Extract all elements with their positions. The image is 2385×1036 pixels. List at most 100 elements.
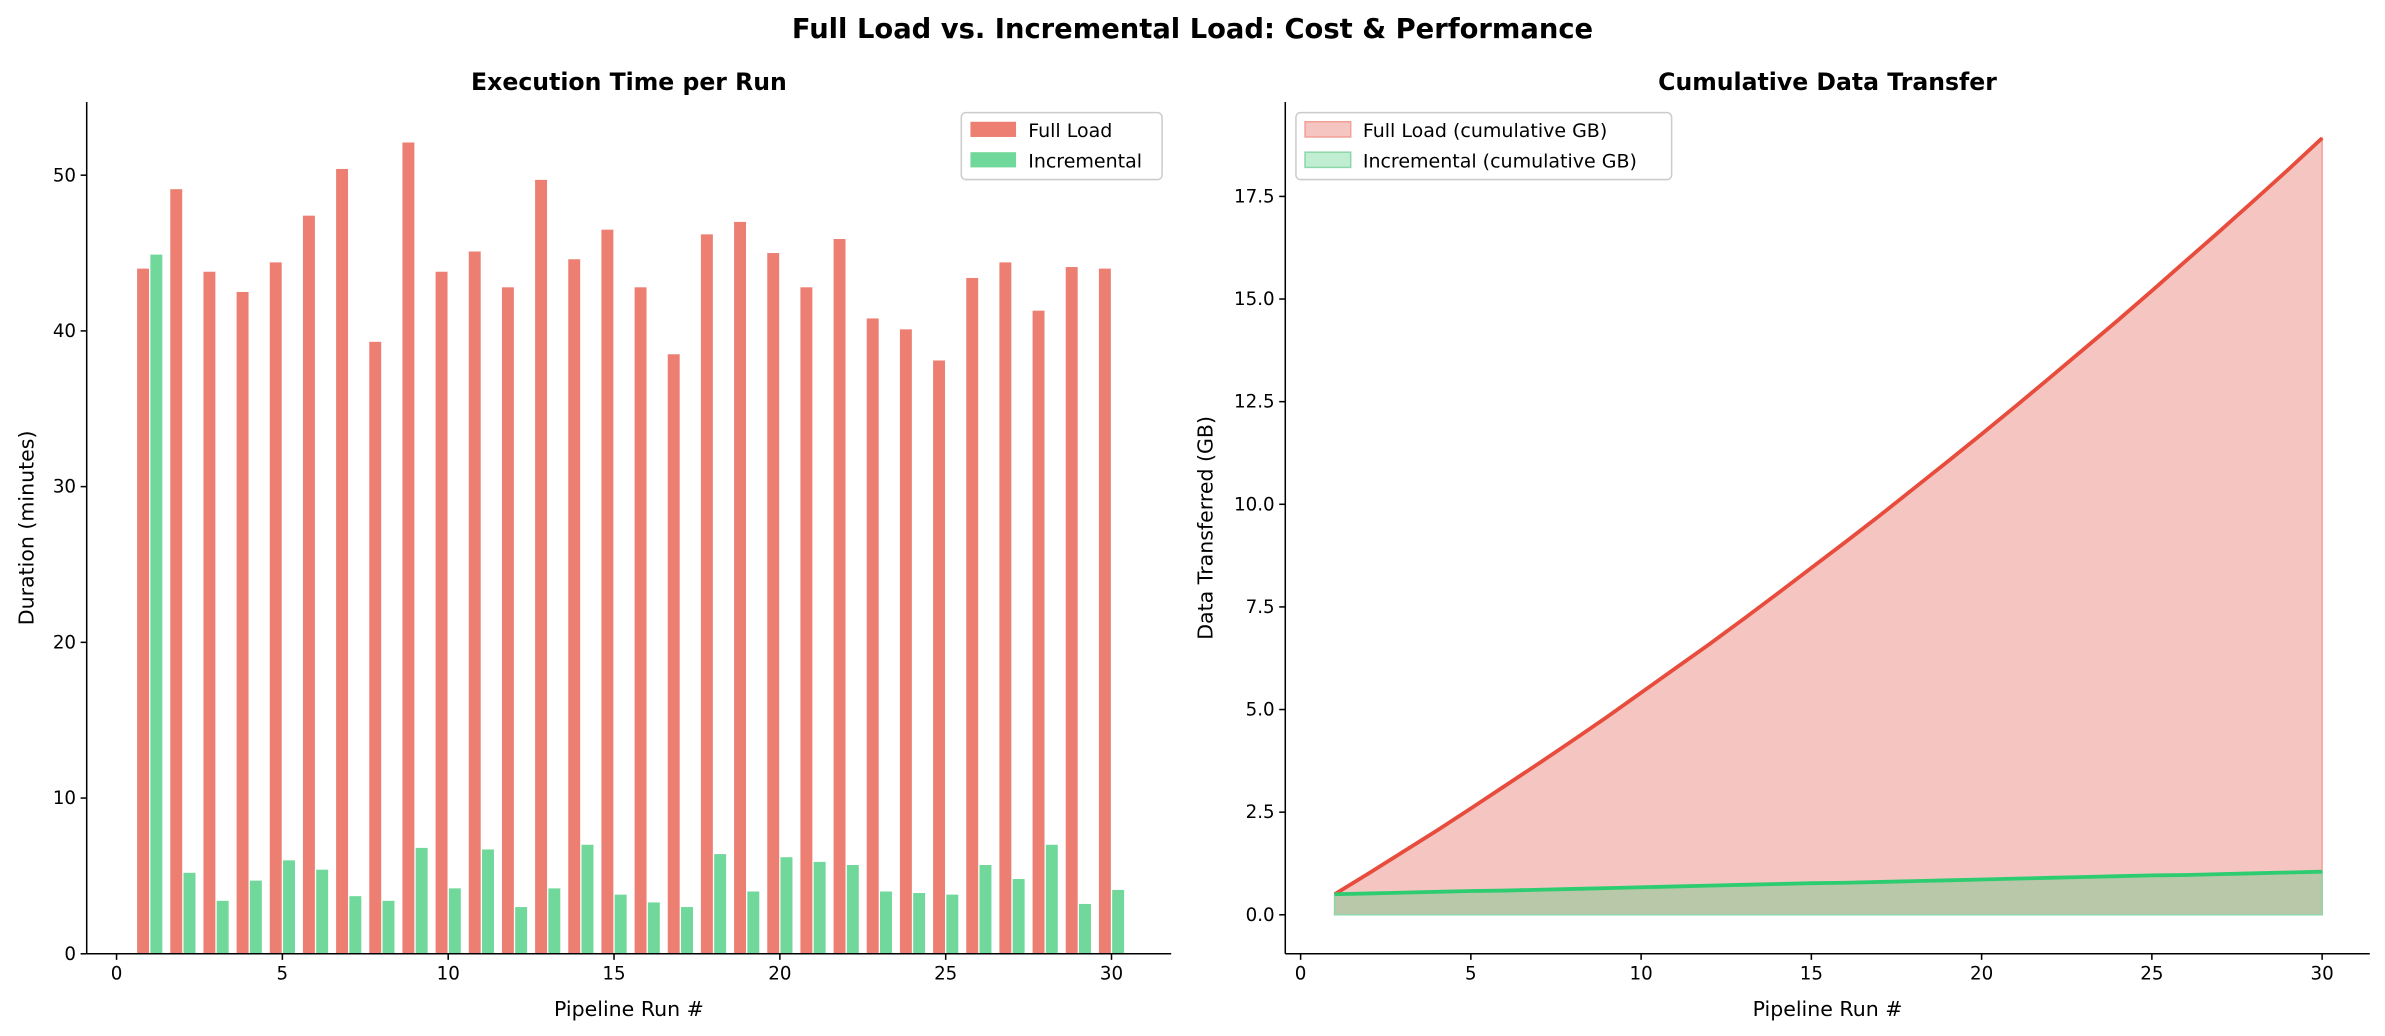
- bar-full: [336, 168, 349, 954]
- y-axis-label: Data Transferred (GB): [1193, 416, 1217, 640]
- bar-incremental: [614, 894, 627, 954]
- bar-incremental: [979, 865, 992, 954]
- x-axis-label: Pipeline Run #: [554, 997, 704, 1021]
- legend: Full Load Incremental: [960, 111, 1163, 181]
- bar-incremental: [482, 849, 494, 954]
- legend-swatch-0: [1304, 121, 1352, 138]
- bar-incremental: [846, 865, 859, 954]
- bar-incremental: [415, 847, 428, 954]
- bar-incremental: [681, 907, 693, 954]
- y-tick-label: 15.0: [1234, 289, 1275, 310]
- bar-incremental: [1079, 903, 1091, 954]
- bar-full: [800, 287, 813, 954]
- x-tick-label: 10: [1629, 964, 1652, 985]
- bar-incremental: [216, 900, 229, 954]
- bar-incremental: [913, 893, 926, 954]
- x-tick-label: 15: [1800, 964, 1823, 985]
- bar-full: [236, 291, 249, 954]
- x-tick-label: 20: [1970, 964, 1993, 985]
- bar-incremental: [316, 869, 329, 954]
- bar-full: [1065, 267, 1078, 954]
- bar-incremental: [780, 857, 793, 954]
- bar-full: [899, 329, 912, 954]
- bar-incremental: [515, 907, 528, 954]
- cumulative-transfer-chart: 0 5 10 15 20 25 30 0.0 2.5 5.0 7.5 10.0 12.5 15.0 17.5…: [1193, 68, 2370, 1021]
- bar-incremental: [183, 872, 196, 954]
- bar-incremental: [647, 902, 660, 954]
- bar-incremental: [1012, 879, 1025, 954]
- bar-full: [501, 287, 514, 954]
- x-tick-label: 30: [2311, 964, 2334, 985]
- x-tick-label: 5: [1465, 964, 1477, 985]
- bar-full: [634, 287, 647, 954]
- bar-full: [833, 239, 846, 954]
- bar-incremental: [946, 894, 959, 954]
- bar-full: [1032, 310, 1045, 954]
- figure-title: Full Load vs. Incremental Load: Cost & P…: [792, 14, 1593, 45]
- legend: Full Load (cumulative GB) Incremental (cu…: [1295, 111, 1673, 181]
- y-tick-label: 10: [53, 788, 76, 809]
- bar-full: [966, 277, 979, 954]
- bar-incremental: [747, 891, 760, 954]
- bar-incremental: [150, 254, 163, 954]
- legend-swatch-0: [970, 121, 1017, 137]
- bar-incremental: [880, 891, 892, 954]
- bar-full: [667, 354, 680, 954]
- x-axis-label: Pipeline Run #: [1753, 997, 1903, 1021]
- bar-full: [999, 262, 1012, 954]
- bar-incremental: [813, 861, 826, 954]
- legend-swatch-1: [970, 152, 1017, 168]
- y-tick-label: 40: [53, 321, 76, 342]
- y-tick-label: 17.5: [1234, 186, 1275, 207]
- bar-incremental: [714, 854, 727, 954]
- y-tick-label: 2.5: [1246, 802, 1275, 823]
- bar-full: [568, 259, 581, 954]
- y-tick-label: 12.5: [1234, 392, 1275, 413]
- bar-full: [369, 341, 382, 954]
- bar-incremental: [1045, 844, 1058, 954]
- y-axis-label: Duration (minutes): [14, 431, 38, 626]
- bar-full: [435, 271, 448, 954]
- x-tick-label: 10: [437, 964, 460, 985]
- y-tick-label: 0: [64, 944, 76, 965]
- execution-time-chart: 0 5 10 15 20 25 30 0 10 20 30 40 50 Execution Time pe…: [14, 68, 1172, 1021]
- bar-full: [933, 360, 946, 954]
- x-tick-label: 0: [111, 964, 123, 985]
- x-tick-label: 30: [1100, 964, 1123, 985]
- bar-full: [269, 262, 282, 954]
- y-tick-label: 50: [53, 165, 76, 186]
- x-tick-label: 15: [602, 964, 625, 985]
- bar-full: [866, 318, 879, 954]
- bar-incremental: [283, 860, 295, 954]
- bar-full: [203, 271, 216, 954]
- chart-title: Execution Time per Run: [471, 68, 787, 96]
- x-tick-label: 5: [277, 964, 289, 985]
- x-tick-label: 25: [2140, 964, 2163, 985]
- bar-full: [767, 253, 780, 954]
- bar-incremental: [249, 880, 262, 954]
- legend-box: [1295, 111, 1673, 181]
- bar-full: [302, 215, 315, 954]
- bar-incremental: [548, 888, 561, 954]
- bar-full: [535, 179, 548, 954]
- legend-label: Full Load (cumulative GB): [1363, 120, 1607, 142]
- bar-full: [700, 234, 713, 954]
- bar-incremental: [581, 844, 594, 954]
- bar-incremental: [349, 896, 362, 954]
- bar-full: [601, 229, 614, 954]
- bar-incremental: [448, 888, 461, 954]
- bar-full: [170, 189, 183, 954]
- x-tick-label: 25: [934, 964, 957, 985]
- x-tick-label: 20: [768, 964, 791, 985]
- y-tick-label: 0.0: [1246, 905, 1275, 926]
- legend-label: Full Load: [1028, 120, 1112, 142]
- y-tick-label: 20: [53, 632, 76, 653]
- y-tick-label: 7.5: [1246, 597, 1275, 618]
- y-tick-label: 5.0: [1246, 700, 1275, 721]
- bar-incremental: [1112, 889, 1125, 954]
- bar-full: [734, 221, 747, 954]
- bar-full: [468, 251, 481, 954]
- line-full: [1333, 136, 2324, 896]
- x-tick-label: 0: [1295, 964, 1307, 985]
